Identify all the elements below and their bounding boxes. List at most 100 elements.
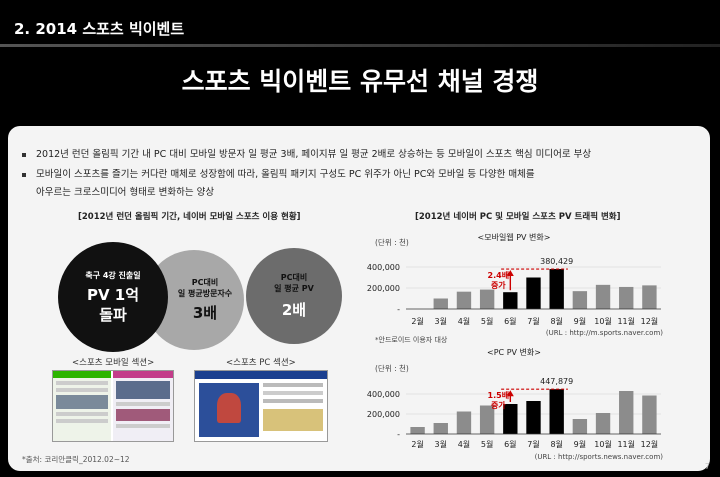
pc-xtick-label: 3월	[435, 439, 447, 449]
pc-xtick-label: 4월	[458, 439, 470, 449]
pc-section-label: <스포츠 PC 섹션>	[226, 358, 296, 368]
pc-xtick-label: 2월	[411, 439, 423, 449]
mobile-screen-row	[56, 381, 108, 385]
stat-circle-pageview: PC대비 일 평균 PV 2배	[246, 248, 342, 344]
pc-screen-medal-box	[263, 409, 323, 431]
pc-source-url: (URL : http://sports.news.naver.com)	[535, 453, 664, 461]
stat-circle-pv-line3: 돌파	[99, 305, 127, 324]
pc-bar	[410, 427, 425, 434]
mobile-growth-arrow-head	[506, 270, 514, 277]
stat-circle-pv: 축구 4강 진출일 PV 1억 돌파	[58, 242, 168, 352]
pc-screen-row	[263, 399, 323, 403]
mobile-screen-row	[56, 419, 108, 423]
pc-xtick-label: 12월	[641, 439, 659, 449]
mobile-screen-header	[53, 371, 111, 378]
pc-annotation-ratio: 1.5배	[488, 390, 510, 400]
mobile-pv-chart: <모바일웹 PV 변화> (단위 : 천) 400,000 200,000 - 2월 3월 4…	[367, 232, 663, 344]
bullet-dot-icon	[22, 152, 26, 157]
mobile-bar	[572, 291, 588, 309]
pc-annotation-word: 증가	[491, 400, 506, 410]
pc-screen-athlete	[217, 393, 241, 423]
mobile-xtick-label: 12월	[641, 316, 659, 326]
mobile-section-label: <스포츠 모바일 섹션>	[72, 358, 155, 368]
pc-bar	[595, 413, 611, 434]
mobile-bar	[433, 298, 448, 309]
pc-screen-photo	[199, 383, 259, 437]
mobile-ytick-label: -	[397, 305, 400, 314]
pc-bar	[572, 419, 588, 434]
traffic-charts: <모바일웹 PV 변화> (단위 : 천) 400,000 200,000 - 2월 3월 4…	[367, 232, 663, 461]
pc-xtick-label: 11월	[617, 439, 635, 449]
pc-chart-unit: (단위 : 천)	[375, 363, 409, 373]
pc-bar	[479, 405, 495, 434]
mobile-xtick-label: 4월	[458, 316, 470, 326]
pc-bar	[433, 423, 448, 434]
mobile-screen-right	[113, 371, 173, 441]
mobile-xtick-label: 5월	[481, 316, 493, 326]
pc-screen-row	[263, 383, 323, 387]
mobile-section-screenshot	[52, 370, 174, 442]
pc-ytick-label: -	[397, 430, 400, 439]
mobile-screen-row	[116, 402, 170, 406]
mobile-bar	[526, 277, 541, 309]
mobile-android-note: *안드로이드 이용자 대상	[375, 335, 448, 344]
mobile-xtick-label: 7월	[527, 316, 539, 326]
pc-section-screenshot	[194, 370, 328, 442]
mobile-bar	[549, 269, 564, 309]
source-note: *출처: 코리안클릭_2012.02~12	[22, 455, 130, 464]
bullet-2-continued: 아우르는 크로스미디어 형태로 변화하는 양상	[36, 187, 215, 198]
left-caption: [2012년 런던 올림픽 기간, 네이버 모바일 스포츠 이용 현황]	[78, 212, 301, 222]
pc-bar	[526, 401, 541, 434]
bullet-2: 모바일이 스포츠를 즐기는 커다란 매체로 성장함에 따라, 올림픽 패키지 구…	[22, 166, 535, 180]
pc-pv-chart: <PC PV 변화> (단위 : 천) 400,000 200,000 - 2월 3월 4월 5…	[367, 347, 663, 461]
mobile-bar	[479, 289, 495, 309]
mobile-annotation-ratio: 2.4배	[488, 270, 510, 280]
mobile-xtick-label: 3월	[435, 316, 447, 326]
pc-bar	[503, 404, 518, 434]
right-caption: [2012년 네이버 PC 및 모바일 스포츠 PV 트래픽 변화]	[415, 212, 621, 222]
stat-circle-visitors-line2: 일 평균방문자수	[177, 289, 233, 298]
pc-xtick-label: 9월	[574, 439, 586, 449]
mobile-screen-row	[116, 424, 170, 428]
pc-bar	[642, 395, 657, 434]
mobile-screen-header	[113, 371, 173, 378]
mobile-bar	[619, 286, 634, 309]
content-panel: 2012년 런던 올림픽 기간 내 PC 대비 모바일 방문자 일 평균 3배,…	[8, 126, 710, 471]
stat-circle-pv-line2: PV 1억	[86, 285, 140, 304]
pc-xtick-label: 6월	[504, 439, 516, 449]
mobile-screen-left	[53, 371, 111, 441]
stat-circle-visitors-line1: PC대비	[191, 278, 219, 287]
mobile-chart-unit: (단위 : 천)	[375, 237, 409, 247]
stat-circle-visitors: PC대비 일 평균방문자수 3배	[144, 250, 244, 350]
mobile-bar	[642, 285, 657, 309]
bullet-dot-icon	[22, 172, 26, 177]
mobile-xtick-label: 8월	[550, 316, 562, 326]
pc-growth-arrow-head	[506, 390, 514, 397]
mobile-chart-title: <모바일웹 PV 변화>	[478, 232, 551, 242]
mobile-peak-data-label: 380,429	[540, 257, 573, 266]
pc-screen-header	[195, 371, 327, 379]
mobile-ytick-label: 200,000	[367, 284, 400, 293]
page-title: 스포츠 빅이벤트 유무선 채널 경쟁	[181, 67, 539, 96]
mobile-xtick-label: 2월	[411, 316, 423, 326]
mobile-screen-image	[116, 409, 170, 421]
stat-circle-visitors-line3: 3배	[192, 304, 218, 322]
mobile-annotation-word: 증가	[491, 280, 506, 290]
mobile-xtick-label: 6월	[504, 316, 516, 326]
pc-bar	[619, 391, 634, 434]
stat-circle-pageview-line2: 일 평균 PV	[274, 284, 314, 293]
mobile-bar	[503, 292, 518, 309]
pc-peak-data-label: 447,879	[540, 377, 573, 386]
stat-circle-pageview-line1: PC대비	[280, 273, 308, 282]
mobile-bar	[595, 284, 611, 309]
mobile-bar	[456, 291, 472, 309]
mobile-source-url: (URL : http://m.sports.naver.com)	[546, 329, 663, 337]
pc-xtick-label: 7월	[527, 439, 539, 449]
pc-xtick-label: 5월	[481, 439, 493, 449]
pc-screen-row	[263, 391, 323, 395]
header-divider	[0, 44, 720, 47]
pc-bar	[456, 411, 472, 434]
mobile-screen-row	[56, 388, 108, 392]
bullet-1: 2012년 런던 올림픽 기간 내 PC 대비 모바일 방문자 일 평균 3배,…	[22, 146, 591, 160]
page-number: 7	[704, 462, 710, 471]
